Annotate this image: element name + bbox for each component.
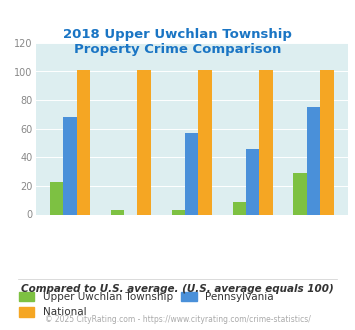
- Bar: [171, 210, 185, 214]
- Bar: [260, 70, 273, 214]
- Bar: [198, 70, 212, 214]
- Bar: [294, 173, 307, 214]
- Bar: [233, 202, 246, 214]
- Bar: [63, 117, 77, 214]
- Bar: [307, 107, 320, 214]
- Bar: [246, 149, 260, 214]
- Text: © 2025 CityRating.com - https://www.cityrating.com/crime-statistics/: © 2025 CityRating.com - https://www.city…: [45, 315, 310, 324]
- Text: 2018 Upper Uwchlan Township
Property Crime Comparison: 2018 Upper Uwchlan Township Property Cri…: [63, 28, 292, 56]
- Legend: Upper Uwchlan Township, National, Pennsylvania: Upper Uwchlan Township, National, Pennsy…: [19, 292, 274, 317]
- Bar: [137, 70, 151, 214]
- Bar: [111, 210, 124, 214]
- Bar: [185, 133, 198, 214]
- Bar: [77, 70, 90, 214]
- Bar: [320, 70, 334, 214]
- Bar: [50, 182, 63, 215]
- Text: Compared to U.S. average. (U.S. average equals 100): Compared to U.S. average. (U.S. average …: [21, 284, 334, 294]
